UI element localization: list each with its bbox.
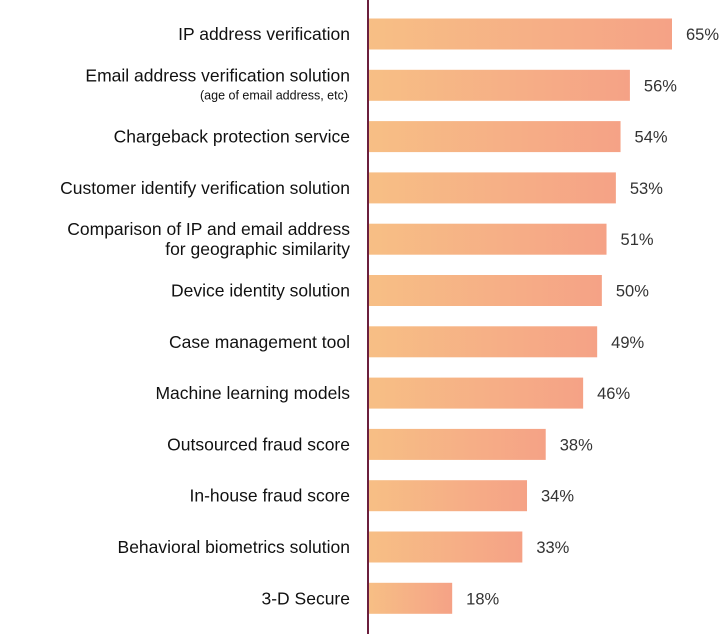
category-label-6: Case management tool	[169, 332, 350, 352]
bar-4	[368, 223, 607, 255]
category-label-9: In-house fraud score	[189, 486, 350, 506]
value-label-8: 38%	[560, 436, 593, 454]
category-label-3: Customer identify verification solution	[60, 178, 350, 198]
category-label-7: Machine learning models	[155, 383, 350, 403]
value-label-1: 56%	[644, 77, 677, 95]
bar-1	[368, 69, 630, 101]
bar-7	[368, 377, 584, 409]
category-sublabel-1: (age of email address, etc)	[200, 88, 348, 102]
bar-10	[368, 531, 523, 563]
values-layer: 65% 56% 54% 53% 51% 50% 49% 46% 38% 34% 33% 18%	[466, 26, 719, 608]
value-label-11: 18%	[466, 590, 499, 608]
bar-2	[368, 121, 621, 153]
bar-11	[368, 582, 453, 614]
value-label-0: 65%	[686, 26, 719, 44]
bar-8	[368, 428, 546, 460]
value-label-6: 49%	[611, 334, 644, 352]
bar-5	[368, 275, 602, 306]
category-label-4-line-1: for geographic similarity	[165, 239, 350, 259]
value-label-3: 53%	[630, 180, 663, 198]
value-label-7: 46%	[597, 385, 630, 403]
category-label-11: 3-D Secure	[261, 588, 350, 608]
value-label-5: 50%	[616, 283, 649, 301]
bar-0	[368, 18, 672, 50]
bar-3	[368, 172, 616, 204]
value-label-4: 51%	[621, 231, 654, 249]
category-label-0: IP address verification	[178, 24, 350, 44]
value-label-9: 34%	[541, 488, 574, 506]
category-label-8: Outsourced fraud score	[167, 434, 350, 454]
category-label-4-line-0: Comparison of IP and email address	[67, 219, 350, 239]
bars-layer	[368, 18, 672, 614]
category-label-1: Email address verification solution	[85, 65, 350, 85]
labels-layer: IP address verification Email address ver…	[60, 24, 350, 608]
value-label-2: 54%	[635, 129, 668, 147]
bar-9	[368, 480, 528, 512]
category-label-2: Chargeback protection service	[114, 127, 350, 147]
category-label-10: Behavioral biometrics solution	[118, 537, 350, 557]
bar-6	[368, 326, 598, 358]
value-label-10: 33%	[536, 539, 569, 557]
category-label-5: Device identity solution	[171, 281, 350, 301]
